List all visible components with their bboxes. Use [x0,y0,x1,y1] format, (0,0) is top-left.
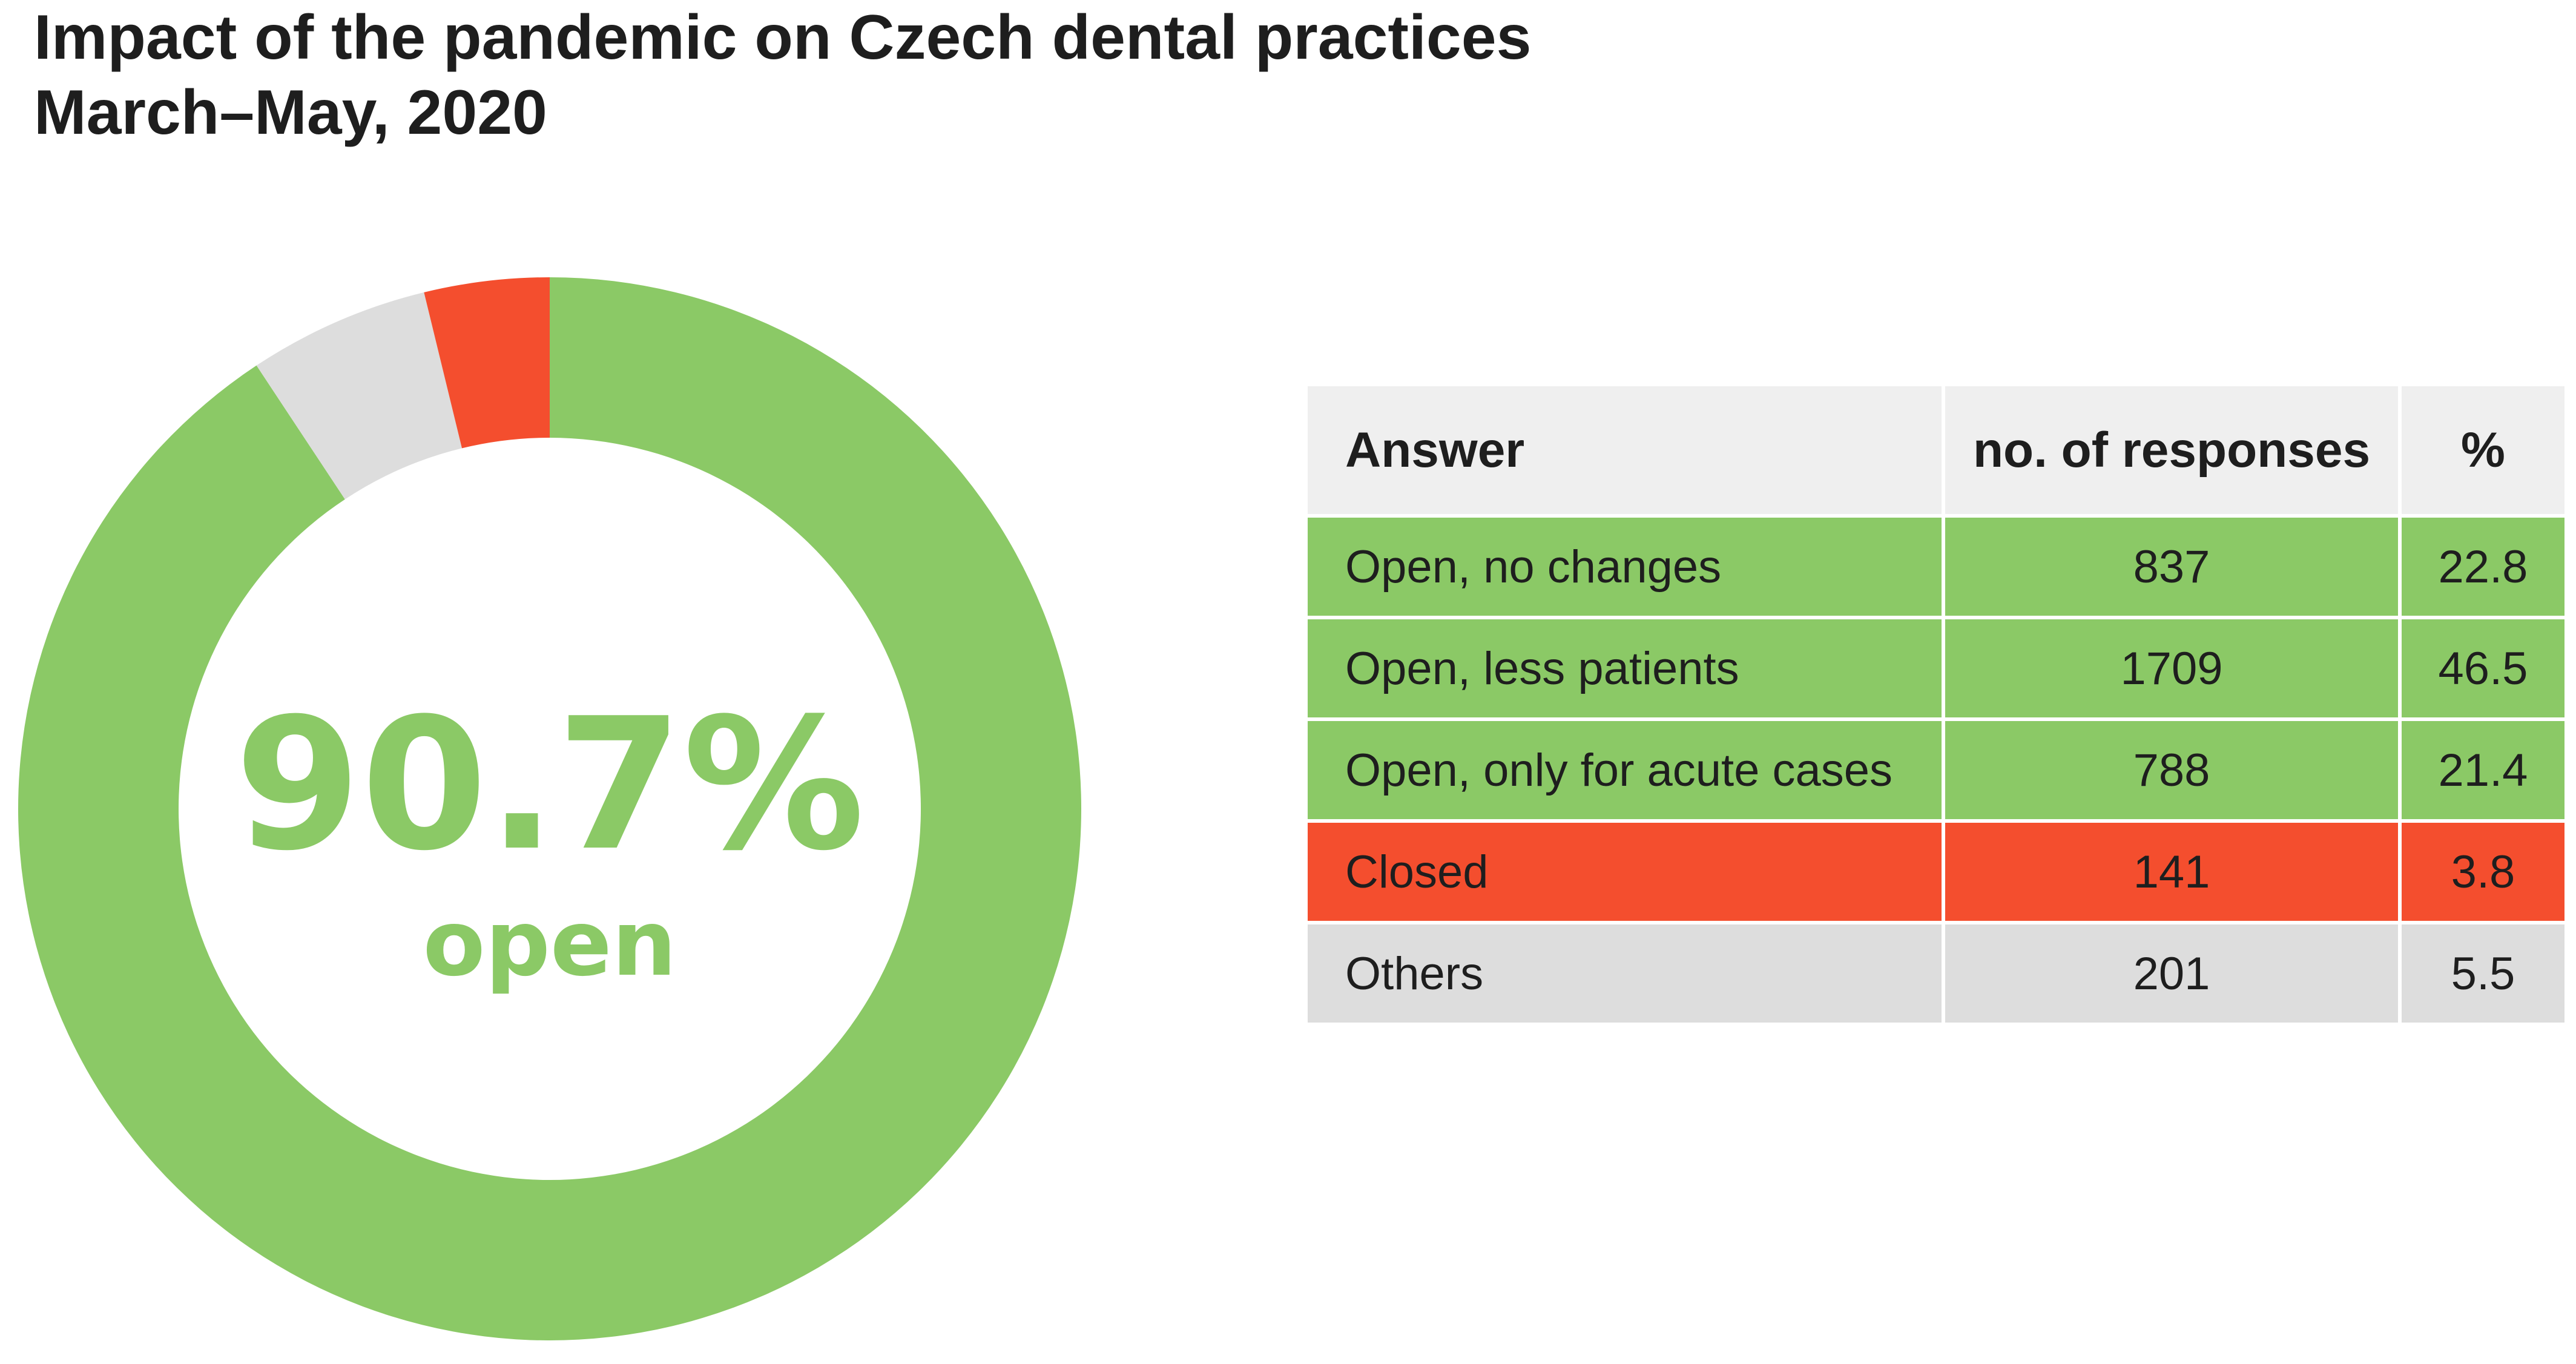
chart-title: Impact of the pandemic on Czech dental p… [34,2,1532,73]
row-percent: 3.8 [2400,821,2564,924]
row-percent: 5.5 [2400,923,2564,1026]
row-answer: Open, only for acute cases [1308,719,1945,823]
donut-center-value: 90.7% [235,679,865,891]
row-percent: 46.5 [2400,618,2564,721]
header-responses: no. of responses [1943,386,2402,518]
row-percent: 22.8 [2400,516,2564,619]
table-row: Open, only for acute cases 788 21.4 [1308,719,2564,823]
row-percent: 21.4 [2400,719,2564,823]
table-row: Open, less patients 1709 46.5 [1308,618,2564,721]
responses-table-wrap: Answer no. of responses % Open, no chang… [1308,386,2564,1026]
table-row: Closed 141 3.8 [1308,821,2564,924]
row-responses: 1709 [1943,618,2402,721]
table-row: Open, no changes 837 22.8 [1308,516,2564,619]
row-answer: Open, no changes [1308,516,1945,619]
donut-slices [18,277,1082,1340]
row-answer: Open, less patients [1308,618,1945,721]
row-answer: Others [1308,923,1945,1026]
donut-slice-open [18,277,1082,1340]
header-answer: Answer [1308,386,1945,518]
header-percent: % [2400,386,2564,518]
row-responses: 837 [1943,516,2402,619]
row-responses: 201 [1943,923,2402,1026]
chart-title-block: Impact of the pandemic on Czech dental p… [34,0,1608,150]
row-responses: 788 [1943,719,2402,823]
chart-subtitle: March–May, 2020 [34,77,547,148]
table-row: Others 201 5.5 [1308,923,2564,1026]
responses-table: Answer no. of responses % Open, no chang… [1308,386,2564,1026]
table-header-row: Answer no. of responses % [1308,386,2564,518]
donut-center-label: open [423,891,677,997]
row-responses: 141 [1943,821,2402,924]
donut-slice-others [256,292,463,499]
donut-slice-closed [424,277,550,449]
row-answer: Closed [1308,821,1945,924]
